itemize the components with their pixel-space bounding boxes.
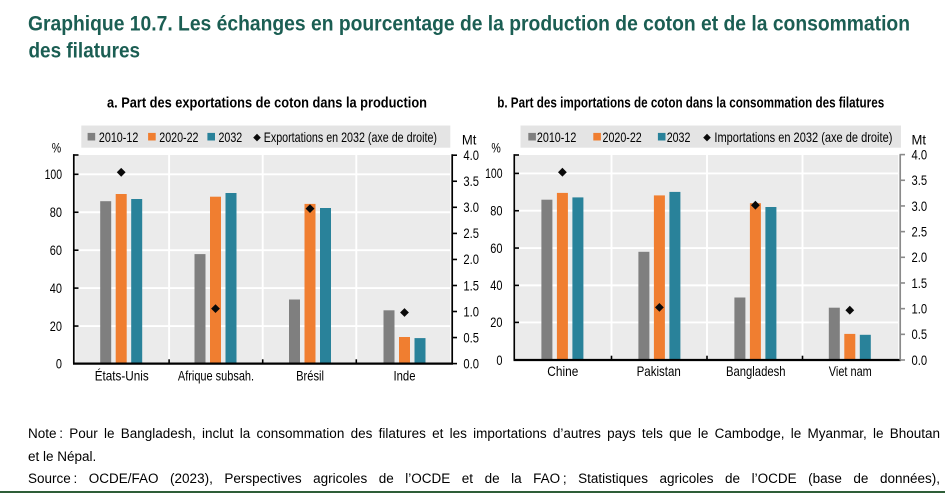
svg-text:2.5: 2.5 [463, 225, 479, 241]
svg-text:Bangladesh: Bangladesh [726, 363, 786, 379]
svg-text:2020-22: 2020-22 [159, 129, 198, 145]
svg-text:3.5: 3.5 [463, 173, 479, 189]
svg-text:20: 20 [50, 318, 62, 334]
svg-text:Mt: Mt [912, 131, 927, 147]
svg-text:0.5: 0.5 [463, 329, 479, 345]
svg-text:Graphique 10.7. Les échanges e: Graphique 10.7. Les échanges en pourcent… [28, 11, 910, 36]
svg-text:2020-22: 2020-22 [603, 129, 642, 145]
svg-text:3.5: 3.5 [912, 172, 928, 188]
svg-text:États-Unis: États-Unis [95, 368, 149, 384]
svg-text:2.5: 2.5 [912, 223, 928, 239]
svg-text:1.0: 1.0 [912, 300, 928, 316]
svg-text:2032: 2032 [667, 129, 691, 145]
svg-text:100: 100 [45, 166, 63, 182]
svg-text:a. Part des exportations de co: a. Part des exportations de coton dans l… [107, 96, 427, 112]
svg-text:%: % [52, 140, 61, 156]
svg-text:des filatures: des filatures [29, 37, 141, 62]
svg-text:40: 40 [50, 280, 62, 296]
svg-text:0.5: 0.5 [912, 326, 928, 342]
svg-text:40: 40 [490, 277, 502, 293]
svg-text:Importations en 2032 (axe de d: Importations en 2032 (axe de droite) [714, 129, 892, 145]
svg-text:b. Part des importations de co: b. Part des importations de coton dans l… [497, 96, 884, 112]
svg-text:1.0: 1.0 [463, 303, 479, 319]
svg-text:2010-12: 2010-12 [537, 129, 577, 145]
svg-text:3.0: 3.0 [463, 199, 479, 215]
svg-text:80: 80 [50, 204, 62, 220]
svg-text:0.0: 0.0 [912, 352, 928, 368]
svg-text:Brésil: Brésil [296, 368, 324, 384]
svg-text:Inde: Inde [394, 368, 416, 384]
svg-text:0: 0 [56, 355, 62, 371]
svg-text:1.5: 1.5 [463, 277, 479, 293]
svg-text:Pakistan: Pakistan [637, 363, 681, 379]
svg-text:0.0: 0.0 [463, 355, 479, 371]
svg-text:Mt: Mt [462, 131, 477, 147]
svg-text:Chine: Chine [547, 363, 578, 379]
svg-text:60: 60 [490, 240, 502, 256]
svg-text:1.5: 1.5 [912, 275, 928, 291]
svg-text:4.0: 4.0 [463, 147, 479, 163]
svg-text:%: % [491, 140, 500, 156]
svg-text:2032: 2032 [219, 129, 243, 145]
svg-text:2010-12: 2010-12 [99, 129, 139, 145]
svg-text:4.0: 4.0 [912, 146, 928, 162]
svg-text:2.0: 2.0 [463, 251, 479, 267]
svg-text:Viet nam: Viet nam [829, 363, 872, 379]
svg-text:3.0: 3.0 [912, 198, 928, 214]
svg-text:20: 20 [490, 314, 502, 330]
svg-text:60: 60 [50, 242, 62, 258]
svg-text:Exportations en 2032 (axe de d: Exportations en 2032 (axe de droite) [264, 129, 437, 145]
svg-text:80: 80 [490, 203, 502, 219]
svg-text:100: 100 [485, 165, 503, 181]
svg-text:0: 0 [496, 352, 502, 368]
svg-text:Afrique subsah.: Afrique subsah. [178, 368, 254, 384]
svg-text:2.0: 2.0 [912, 249, 928, 265]
